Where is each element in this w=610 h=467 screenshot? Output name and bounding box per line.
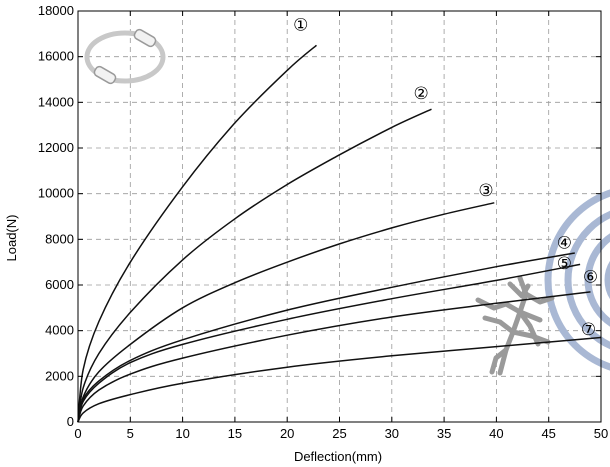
grid [78, 11, 601, 422]
y-tick-label: 8000 [45, 231, 74, 246]
y-tick-label: 12000 [38, 140, 74, 155]
y-tick-label: 6000 [45, 277, 74, 292]
series-line [77, 263, 581, 423]
x-tick-label: 25 [332, 426, 346, 441]
curve-label: ③ [478, 181, 493, 201]
specimen-oval-illustration [84, 28, 166, 85]
x-tick-label: 35 [437, 426, 451, 441]
x-tick-label: 30 [385, 426, 399, 441]
curve-label: ① [293, 15, 308, 35]
crack-pattern-illustration [475, 275, 555, 376]
series-line [77, 108, 432, 423]
curve-label: ④ [557, 233, 572, 253]
y-tick-label: 16000 [38, 49, 74, 64]
y-tick-label: 18000 [38, 3, 74, 18]
curve-labels: ① ② ③ ④⑤⑥ ⑦ [293, 15, 598, 340]
x-tick-label: 10 [175, 426, 189, 441]
series-curves [77, 44, 602, 423]
series-line [77, 291, 591, 423]
series-line [77, 44, 317, 423]
y-tick-label: 14000 [38, 94, 74, 109]
concentric-rings-illustration [544, 189, 610, 371]
tick-labels: 0 5 10 15 20 25 30 35 40 45 50 0 2000 4000 6000 8000 100… [38, 3, 608, 441]
x-tick-label: 15 [228, 426, 242, 441]
x-axis-label: Deflection(mm) [294, 449, 382, 464]
y-tick-label: 0 [67, 414, 74, 429]
curve-label: ⑥ [583, 268, 598, 288]
plot-frame [77, 10, 602, 423]
x-tick-label: 5 [127, 426, 134, 441]
series-line [77, 202, 495, 423]
axes [77, 10, 602, 423]
series-line [77, 252, 575, 423]
y-tick-label: 10000 [38, 186, 74, 201]
y-tick-label: 4000 [45, 323, 74, 338]
x-tick-label: 20 [280, 426, 294, 441]
series-line [77, 336, 602, 423]
y-axis-label: Load(N) [4, 215, 19, 262]
curve-label: ⑦ [581, 320, 596, 340]
x-tick-label: 0 [74, 426, 81, 441]
y-tick-label: 2000 [45, 368, 74, 383]
x-tick-label: 45 [541, 426, 555, 441]
x-tick-label: 40 [489, 426, 503, 441]
x-tick-label: 50 [594, 426, 608, 441]
curve-label: ⑤ [557, 254, 572, 274]
curve-label: ② [413, 84, 428, 104]
